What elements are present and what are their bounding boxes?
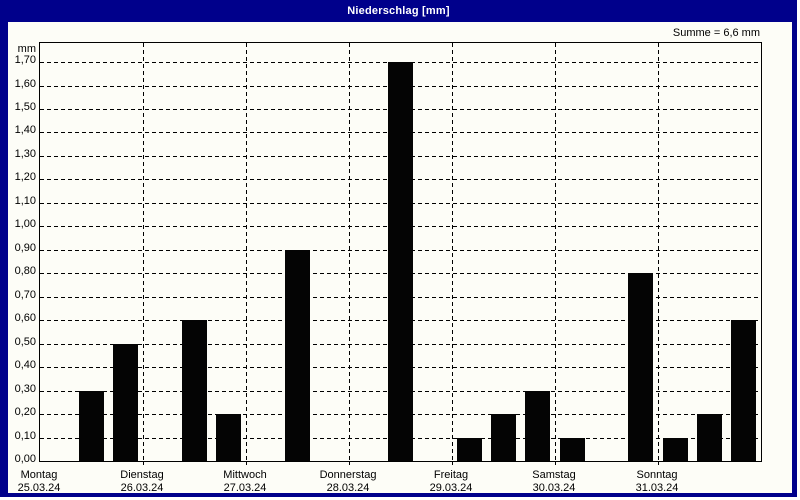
y-tick-label: 1,50 (14, 100, 36, 113)
weekday-label: Montag (20, 469, 58, 481)
x-axis-tick (246, 461, 247, 465)
date-label: 26.03.24 (120, 482, 164, 494)
y-tick-label: 0,40 (14, 359, 36, 372)
date-label: 29.03.24 (429, 482, 473, 494)
plot-area (39, 42, 762, 465)
precipitation-bar (113, 343, 139, 461)
gridline-day-boundary (555, 43, 556, 461)
weekday-label: Freitag (433, 469, 469, 481)
y-tick-label: 0,50 (14, 335, 36, 348)
y-tick-label: 0,00 (14, 453, 36, 465)
precipitation-bar (731, 320, 757, 461)
y-tick-label: 1,30 (14, 147, 36, 160)
weekday-label: Donnerstag (319, 469, 377, 481)
gridline-day-boundary (349, 43, 350, 461)
x-axis-tick (658, 461, 659, 465)
weekday-label: Sonntag (636, 469, 678, 481)
y-tick-label: 0,60 (14, 312, 36, 325)
y-tick-label: 0,90 (14, 241, 36, 254)
precipitation-bar (216, 414, 242, 461)
precipitation-bar (697, 414, 722, 461)
y-tick-label: 1,10 (14, 194, 36, 207)
y-tick-label: 1,70 (14, 54, 36, 66)
sum-annotation: Summe = 6,6 mm (672, 27, 760, 39)
gridline-day-boundary (452, 43, 453, 461)
precipitation-bar (525, 390, 551, 461)
y-tick-label: 1,60 (14, 77, 36, 90)
y-tick-label: 0,20 (14, 406, 36, 419)
precipitation-bar (662, 437, 688, 461)
x-axis-tick (452, 461, 453, 465)
y-axis-unit-label: mm (17, 43, 36, 55)
x-axis-tick (555, 461, 556, 465)
date-label: 28.03.24 (326, 482, 370, 494)
y-tick-label: 0,70 (14, 288, 36, 301)
precipitation-bar (628, 273, 654, 461)
precipitation-bar (456, 437, 482, 461)
precipitation-bar (491, 414, 516, 461)
x-axis-tick (349, 461, 350, 465)
gridline-day-boundary (143, 43, 144, 461)
weekday-label: Samstag (532, 469, 576, 481)
weekday-label: Dienstag (120, 469, 164, 481)
y-tick-label: 1,40 (14, 124, 36, 137)
date-label: 25.03.24 (17, 482, 61, 494)
x-axis-tick (143, 461, 144, 465)
weekday-label: Mittwoch (223, 469, 267, 481)
gridline-day-boundary (246, 43, 247, 461)
titlebar: Niederschlag [mm] (0, 0, 797, 22)
y-tick-label: 1,00 (14, 218, 36, 231)
precipitation-bar (559, 437, 585, 461)
y-tick-label: 1,20 (14, 171, 36, 184)
gridline-day-boundary (658, 43, 659, 461)
precipitation-bar (79, 390, 104, 461)
y-tick-label: 0,10 (14, 429, 36, 442)
date-label: 27.03.24 (223, 482, 267, 494)
date-label: 30.03.24 (532, 482, 576, 494)
y-tick-label: 0,30 (14, 382, 36, 395)
precipitation-bar (388, 62, 413, 461)
date-label: 31.03.24 (635, 482, 679, 494)
y-tick-label: 0,80 (14, 265, 36, 278)
chart-canvas: Summe = 6,6 mm mm 0,00 0,10 0,20 0,30 0,40 0,… (8, 22, 792, 494)
precipitation-bar (285, 249, 310, 461)
window-title: Niederschlag [mm] (347, 5, 450, 17)
precipitation-bar (182, 320, 207, 461)
